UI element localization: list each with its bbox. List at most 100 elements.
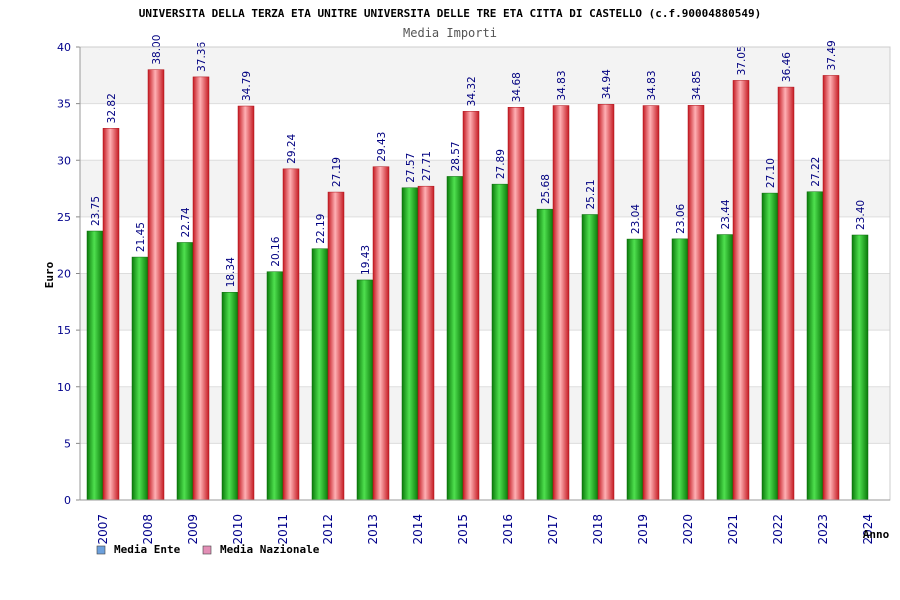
x-tick-label: 2013 (366, 514, 380, 545)
y-tick-label: 20 (57, 268, 71, 281)
value-label: 32.82 (106, 93, 118, 123)
x-tick-label: 2011 (276, 514, 290, 545)
value-label: 34.79 (241, 71, 253, 101)
bar-media-ente-2010 (221, 292, 239, 501)
value-label: 23.04 (630, 204, 642, 234)
grid-band (80, 103, 890, 161)
bar-media-ente-2023 (806, 191, 824, 501)
bar-media-ente-2019 (626, 238, 644, 501)
value-label: 23.06 (675, 203, 687, 233)
x-tick-label: 2015 (456, 514, 470, 545)
x-tick-label: 2016 (501, 514, 515, 545)
value-label: 19.43 (360, 245, 372, 275)
x-tick-label: 2022 (771, 514, 785, 545)
value-label: 18.34 (225, 257, 237, 287)
bar-media-ente-2020 (671, 238, 689, 501)
value-label: 34.83 (646, 70, 658, 100)
value-label: 23.44 (720, 199, 732, 229)
value-label: 34.32 (466, 76, 478, 106)
legend-swatch-media-nazionale (202, 545, 212, 555)
legend-label-media-ente: Media Ente (114, 543, 181, 556)
value-label: 34.83 (556, 70, 568, 100)
y-tick-label: 0 (64, 494, 71, 507)
value-label: 25.68 (540, 174, 552, 204)
bar-media-ente-2024 (851, 234, 869, 501)
bar-media-nazionale-2018 (597, 104, 615, 501)
value-label: 29.43 (376, 132, 388, 162)
bar-media-nazionale-2009 (192, 76, 210, 501)
bar-media-nazionale-2016 (507, 106, 525, 501)
value-label: 22.74 (180, 207, 192, 237)
y-tick-label: 30 (57, 154, 71, 167)
bar-media-ente-2007 (86, 230, 104, 501)
grid-band (80, 330, 890, 387)
grid-band (80, 216, 890, 274)
value-label: 28.57 (450, 141, 462, 171)
bar-media-ente-2016 (491, 183, 509, 501)
bar-media-nazionale-2010 (237, 105, 255, 501)
grid-band (80, 386, 890, 444)
bar-media-ente-2011 (266, 271, 284, 501)
bar-media-nazionale-2017 (552, 105, 570, 501)
x-tick-label: 2014 (411, 514, 425, 545)
value-label: 37.36 (196, 42, 208, 72)
value-label: 34.68 (511, 72, 523, 102)
x-tick-label: 2012 (321, 514, 335, 545)
y-tick-label: 40 (57, 41, 71, 54)
bar-media-nazionale-2014 (417, 185, 435, 501)
x-tick-label: 2020 (681, 514, 695, 545)
x-tick-label: 2009 (186, 514, 200, 545)
chart-title: UNIVERSITA DELLA TERZA ETA UNITRE UNIVER… (139, 7, 762, 20)
bar-media-ente-2022 (761, 192, 779, 501)
bar-media-ente-2013 (356, 279, 374, 501)
grid-band (80, 443, 890, 500)
value-label: 27.19 (331, 157, 343, 187)
y-tick-label: 35 (57, 98, 71, 111)
bar-media-nazionale-2020 (687, 105, 705, 501)
x-axis-label: Anno (863, 528, 890, 541)
value-label: 34.94 (601, 69, 613, 99)
y-tick-label: 15 (57, 324, 71, 337)
y-tick-label: 5 (64, 437, 71, 450)
value-label: 27.71 (421, 151, 433, 181)
chart-subtitle: Media Importi (403, 26, 497, 40)
y-axis-label: Euro (43, 261, 56, 288)
bar-media-ente-2015 (446, 176, 464, 501)
x-tick-label: 2017 (546, 514, 560, 545)
bar-media-nazionale-2019 (642, 105, 660, 501)
bar-media-nazionale-2008 (147, 69, 165, 501)
grid-band (80, 47, 890, 104)
axes: 0 5 10 15 20 25 30 35 40 2007 2008 2009 2010 2011 2012… (57, 41, 891, 545)
legend: Media Ente Media Nazionale (96, 543, 320, 556)
x-tick-label: 2010 (231, 514, 245, 545)
x-tick-label: 2008 (141, 514, 155, 545)
bar-media-nazionale-2013 (372, 166, 390, 501)
bar-media-ente-2014 (401, 187, 419, 501)
grid (80, 46, 890, 501)
value-label: 21.45 (135, 222, 147, 252)
legend-swatch-media-ente (96, 545, 106, 555)
x-tick-label: 2019 (636, 514, 650, 545)
bar-media-ente-2018 (581, 214, 599, 501)
bar-media-nazionale-2012 (327, 191, 345, 501)
x-tick-label: 2021 (726, 514, 740, 545)
value-label: 36.46 (781, 52, 793, 82)
value-label: 29.24 (286, 133, 298, 163)
bar-media-ente-2008 (131, 256, 149, 501)
bar-media-ente-2012 (311, 248, 329, 501)
x-tick-label: 2023 (816, 514, 830, 545)
value-label: 27.89 (495, 149, 507, 179)
grid-band (80, 160, 890, 217)
legend-label-media-nazionale: Media Nazionale (220, 543, 320, 556)
bar-media-nazionale-2023 (822, 75, 840, 501)
bar-media-nazionale-2021 (732, 80, 750, 501)
value-label: 23.75 (90, 196, 102, 226)
value-label: 25.21 (585, 179, 597, 209)
value-label: 38.00 (151, 35, 163, 65)
value-label: 22.19 (315, 214, 327, 244)
x-tick-label: 2018 (591, 514, 605, 545)
bar-media-nazionale-2007 (102, 128, 120, 501)
y-tick-label: 25 (57, 211, 71, 224)
